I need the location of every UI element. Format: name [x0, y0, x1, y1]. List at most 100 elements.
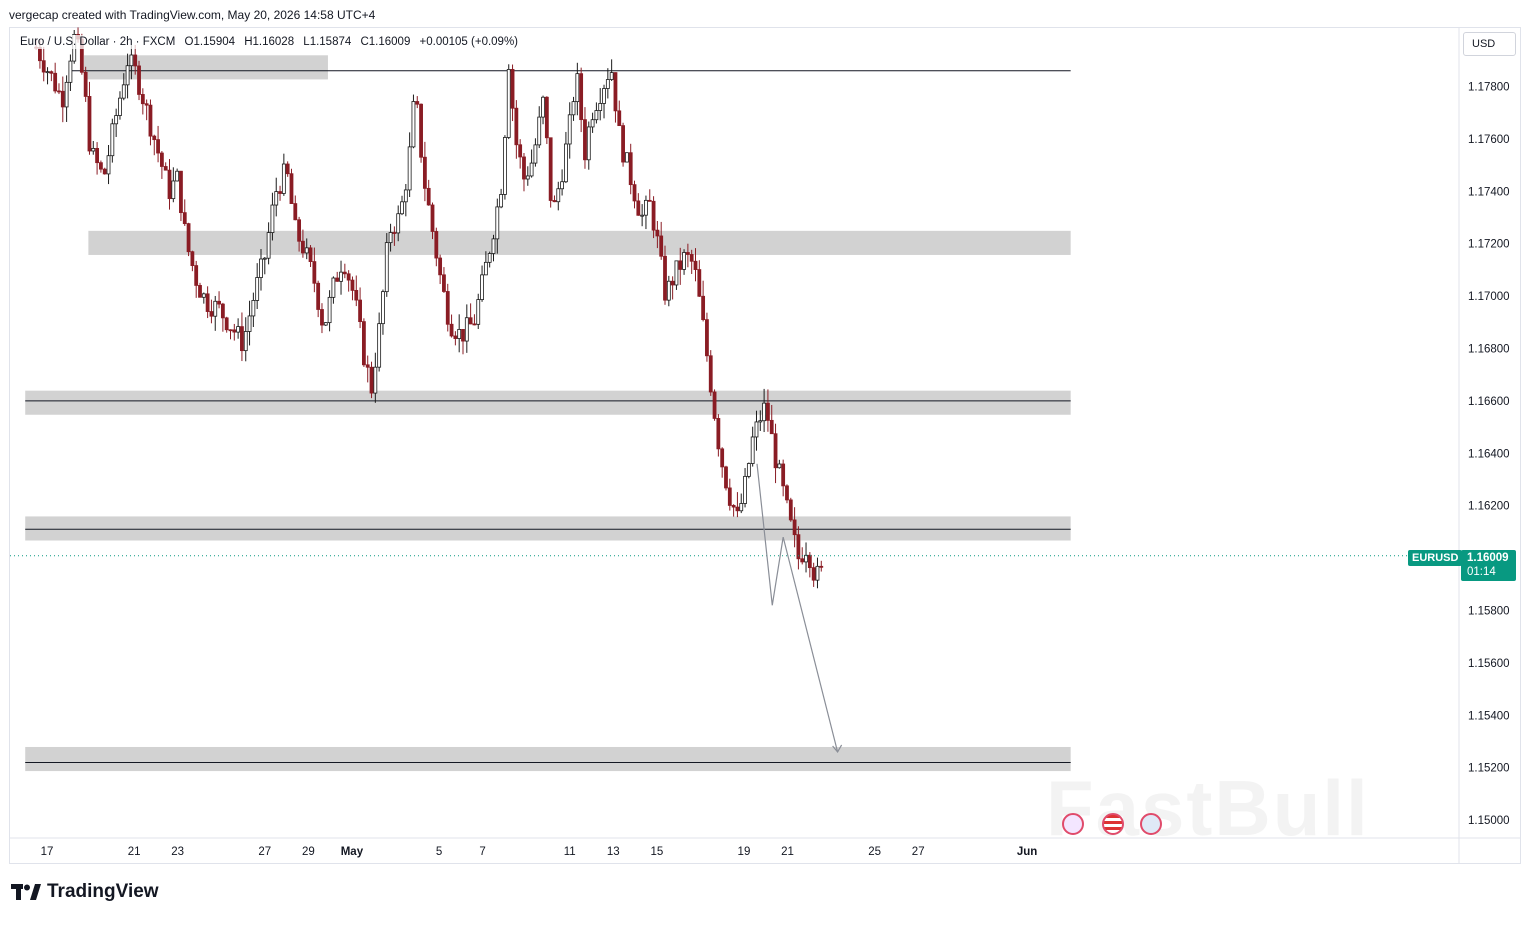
- candle-down: [548, 137, 553, 201]
- tradingview-logo[interactable]: TradingView: [11, 881, 159, 903]
- price-tick-label: 1.16800: [1468, 344, 1510, 356]
- time-tick-label: Jun: [1017, 846, 1037, 858]
- time-tick-label: 7: [479, 846, 485, 858]
- candle-down: [335, 277, 340, 282]
- candle-down: [727, 487, 732, 506]
- candle-down: [358, 299, 362, 323]
- candle-up: [236, 326, 241, 333]
- candle-down: [350, 279, 355, 291]
- economic-event-icon[interactable]: [1140, 813, 1162, 835]
- currency-button[interactable]: USD: [1463, 32, 1516, 56]
- candle-up: [560, 181, 564, 190]
- candle-up: [247, 315, 252, 332]
- candle-down: [689, 254, 694, 262]
- candle-down: [438, 257, 443, 276]
- time-tick-label: 11: [564, 846, 576, 858]
- candle-down: [731, 505, 736, 508]
- candle-up: [262, 257, 267, 260]
- candle-down: [705, 319, 709, 357]
- time-tick-label: 27: [912, 846, 925, 858]
- candle-up: [529, 162, 534, 177]
- earnings-event-icon[interactable]: [1062, 813, 1084, 835]
- price-tick-label: 1.16600: [1468, 396, 1510, 408]
- candle-down: [788, 499, 793, 521]
- candle-down: [544, 96, 549, 139]
- candle-up: [750, 436, 755, 464]
- candle-down: [472, 323, 477, 326]
- tradingview-logo-icon: [11, 884, 41, 900]
- candle-up: [762, 402, 767, 422]
- chart-credit: vergecap created with TradingView.com, M…: [9, 8, 376, 22]
- candle-up: [640, 214, 645, 217]
- candle-down: [205, 293, 210, 312]
- us-flag-event-icon[interactable]: [1102, 813, 1124, 835]
- price-tick-label: 1.15400: [1468, 710, 1510, 722]
- candle-down: [685, 252, 690, 255]
- candle-up: [110, 123, 115, 157]
- sr-zone: [25, 390, 1071, 415]
- price-tick-label: 1.16400: [1468, 448, 1510, 460]
- price-tick-label: 1.15200: [1468, 763, 1510, 775]
- candle-up: [327, 296, 332, 324]
- candle-down: [693, 260, 698, 270]
- symbol-description: Euro / U.S. Dollar · 2h · FXCM: [20, 36, 176, 48]
- candle-up: [564, 143, 568, 183]
- price-tick-label: 1.15600: [1468, 658, 1510, 670]
- candle-down: [198, 285, 202, 298]
- candle-up: [373, 366, 378, 394]
- last-price-value: 1.16009: [1467, 552, 1509, 564]
- symbol-price-label: EURUSD: [1408, 550, 1463, 566]
- candle-up: [644, 199, 648, 216]
- candle-down: [301, 240, 305, 254]
- projection-arrowhead: [832, 744, 843, 754]
- candle-down: [190, 251, 195, 266]
- candle-up: [411, 101, 416, 148]
- candle-down: [60, 90, 65, 108]
- candle-down: [628, 152, 633, 186]
- bar-countdown: 01:14: [1467, 566, 1496, 578]
- candle-down: [320, 309, 324, 326]
- candle-down: [392, 232, 397, 234]
- candle-down: [95, 148, 99, 164]
- candle-up: [537, 116, 542, 146]
- price-tick-label: 1.15000: [1468, 815, 1510, 827]
- candle-down: [468, 317, 473, 325]
- candle-down: [209, 311, 214, 317]
- candle-down: [766, 402, 770, 421]
- candle-up: [541, 96, 545, 118]
- candle-up: [483, 261, 488, 276]
- candle-down: [724, 466, 728, 489]
- candle-down: [240, 326, 244, 352]
- candle-down: [49, 71, 54, 74]
- candle-up: [396, 213, 401, 234]
- candle-down: [552, 200, 557, 203]
- candle-down: [781, 463, 786, 487]
- candle-up: [64, 81, 69, 108]
- candle-up: [815, 565, 820, 581]
- candle-up: [91, 148, 96, 152]
- low-value: L1.15874: [303, 36, 352, 48]
- candle-up: [457, 329, 462, 339]
- candle-up: [590, 119, 595, 128]
- candle-up: [739, 503, 744, 512]
- candle-up: [45, 71, 50, 74]
- candle-down: [655, 229, 660, 237]
- high-value: H1.16028: [244, 36, 295, 48]
- candle-up: [499, 194, 504, 208]
- time-tick-label: 13: [607, 846, 620, 858]
- candle-up: [266, 232, 271, 259]
- candle-up: [377, 323, 382, 368]
- candle-up: [281, 163, 286, 194]
- candle-up: [491, 238, 496, 254]
- candle-down: [583, 119, 587, 161]
- price-tick-label: 1.16200: [1468, 501, 1510, 513]
- time-tick-label: 15: [650, 846, 663, 858]
- candle-up: [495, 206, 500, 240]
- candle-down: [57, 90, 61, 93]
- candle-up: [575, 73, 580, 103]
- candle-up: [804, 554, 808, 563]
- candle-up: [571, 101, 576, 116]
- candle-down: [148, 104, 153, 137]
- candle-down: [792, 519, 797, 536]
